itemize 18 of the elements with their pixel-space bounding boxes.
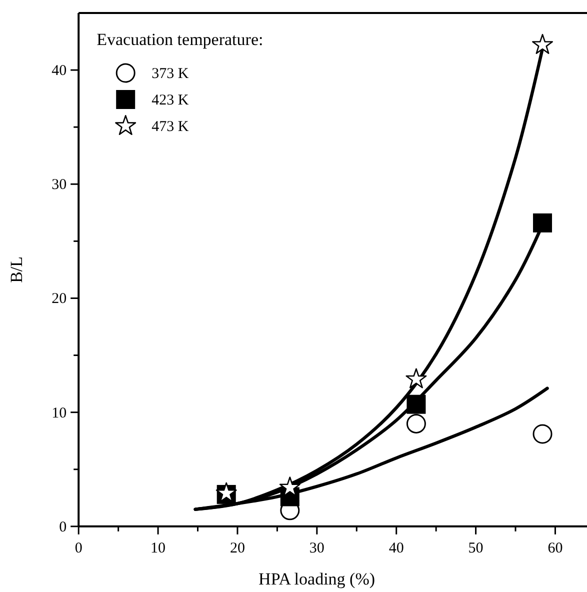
y-tick-label: 20 [52, 291, 67, 308]
x-tick-label: 40 [388, 540, 404, 556]
x-tick-label: 50 [468, 540, 484, 556]
y-axis-title: B/L [7, 256, 26, 283]
x-tick-label: 30 [309, 540, 324, 556]
legend-label: 423 K [152, 92, 189, 108]
y-tick-label: 10 [52, 405, 67, 422]
x-axis-title: HPA loading (%) [258, 569, 376, 588]
x-tick-label: 0 [74, 540, 82, 556]
legend-label: 373 K [152, 66, 189, 82]
legend-label: 473 K [152, 119, 189, 135]
x-tick-label: 20 [230, 540, 245, 556]
legend-title: Evacuation temperature: [96, 30, 264, 49]
y-tick-label: 40 [52, 63, 67, 80]
y-tick-label: 0 [59, 519, 67, 536]
x-tick-label: 60 [548, 540, 563, 556]
x-tick-label: 10 [150, 540, 166, 556]
y-tick-label: 30 [52, 177, 67, 194]
